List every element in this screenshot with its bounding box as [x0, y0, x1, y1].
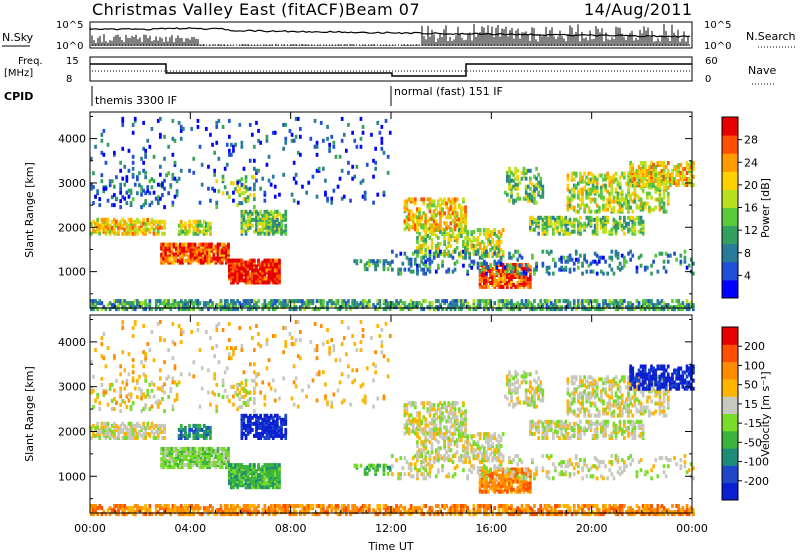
- svg-text:20: 20: [744, 179, 758, 192]
- nsky-label: N.Sky: [2, 31, 34, 44]
- nsearch-trace: [91, 24, 690, 46]
- freq-panel: Freq. [MHz] 15 8 60 0 Nave: [4, 56, 776, 85]
- svg-text:3000: 3000: [58, 177, 86, 190]
- svg-text:16: 16: [744, 202, 758, 215]
- freq-unit: [MHz]: [4, 68, 33, 79]
- power-data: [90, 116, 695, 312]
- nave-label: Nave: [748, 64, 776, 77]
- power-colorbar: 4 8 12 16 20 24 28: [721, 116, 758, 299]
- cpid-segment-2: normal (fast) 151 IF: [394, 85, 503, 98]
- freq-frame: [89, 56, 693, 82]
- svg-text:4: 4: [744, 269, 751, 282]
- svg-text:1000: 1000: [58, 266, 86, 279]
- station-title: Christmas Valley East (fitACF): [92, 0, 345, 19]
- power-frame: [89, 111, 693, 309]
- freq-max-label: 15: [66, 56, 79, 67]
- svg-text:28: 28: [744, 134, 758, 147]
- svg-text:4000: 4000: [58, 133, 86, 146]
- power-y-label: Slant Range [km]: [23, 162, 36, 258]
- nsky-frame: [89, 21, 693, 49]
- date-label: 14/Aug/2011: [584, 0, 693, 19]
- freq-trace: [90, 63, 692, 77]
- nsearch-max-label: 10^5: [704, 20, 731, 31]
- nsky-panel: N.Sky 10^5 10^0 10^5 10^0 N.Search: [2, 20, 796, 52]
- velocity-frame: [89, 314, 693, 514]
- freq-min-label: 8: [66, 74, 72, 85]
- nsky-min-label: 10^0: [56, 41, 83, 52]
- time-axis: 00:00 04:00 08:00 12:00 16:00 20:00 00:00: [74, 112, 708, 535]
- cpid-label: CPID: [4, 90, 33, 103]
- velocity-colorbar-label: Velocity [m s⁻¹]: [759, 371, 772, 456]
- svg-text:24: 24: [744, 156, 758, 169]
- cpid-row: CPID themis 3300 IF normal (fast) 151 IF: [4, 85, 503, 107]
- svg-text:12: 12: [744, 224, 758, 237]
- power-panel: 1000 2000 3000 4000 Slant Range [km] 4 8 12 16…: [23, 111, 772, 312]
- nave-min-label: 0: [705, 74, 711, 85]
- power-y-axis: 1000 2000 3000 4000: [58, 115, 692, 295]
- power-colorbar-label: Power [dB]: [759, 178, 772, 238]
- beam-label: Beam 07: [345, 0, 420, 19]
- velocity-data: [90, 319, 695, 517]
- nave-max-label: 60: [705, 56, 718, 67]
- nsearch-label: N.Search: [746, 30, 796, 43]
- velocity-y-label: Slant Range [km]: [23, 366, 36, 462]
- freq-label: Freq.: [18, 56, 43, 67]
- cpid-segment-1: themis 3300 IF: [95, 94, 177, 107]
- svg-text:8: 8: [744, 247, 751, 260]
- x-axis-label: Time UT: [367, 540, 413, 553]
- svg-text:2000: 2000: [58, 221, 86, 234]
- nsky-max-label: 10^5: [56, 20, 83, 31]
- nsearch-min-label: 10^0: [704, 41, 731, 52]
